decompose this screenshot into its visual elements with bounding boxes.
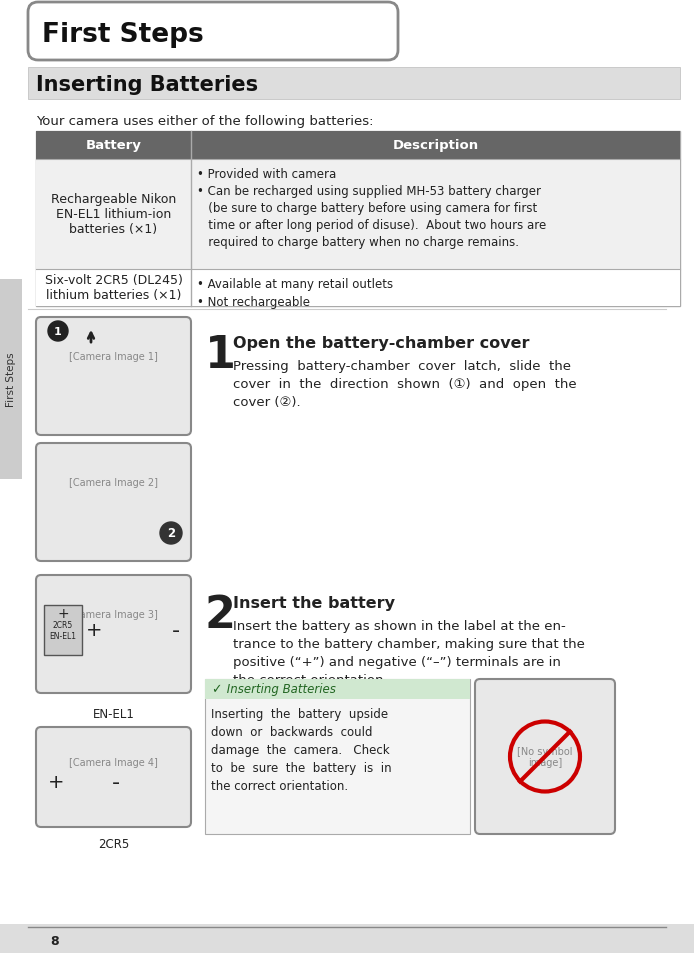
Circle shape (48, 322, 68, 341)
FancyBboxPatch shape (36, 443, 191, 561)
Text: [Camera Image 2]: [Camera Image 2] (69, 477, 158, 488)
Text: Pressing  battery-chamber  cover  latch,  slide  the
cover  in  the  direction  : Pressing battery-chamber cover latch, sl… (233, 359, 577, 409)
Bar (205, 679, 470, 834)
Text: Inserting Batteries: Inserting Batteries (36, 75, 258, 95)
Bar (36, 132, 191, 160)
Text: First Steps: First Steps (42, 22, 204, 48)
Text: Inserting Batteries: Inserting Batteries (223, 682, 336, 696)
Text: [Camera Image 3]: [Camera Image 3] (69, 609, 158, 619)
Text: Insert the battery: Insert the battery (233, 596, 395, 610)
Text: • Available at many retail outlets
• Not rechargeable: • Available at many retail outlets • Not… (197, 277, 393, 309)
Bar (191, 160, 680, 270)
Text: 2CR5: 2CR5 (98, 837, 129, 850)
Text: [Camera Image 1]: [Camera Image 1] (69, 352, 158, 361)
Text: +: + (57, 606, 69, 620)
Text: 1: 1 (54, 327, 62, 336)
Text: 2CR5
EN-EL1: 2CR5 EN-EL1 (49, 620, 76, 640)
Text: Open the battery-chamber cover: Open the battery-chamber cover (233, 335, 530, 351)
Circle shape (160, 522, 182, 544)
Bar (0, 280, 22, 479)
Bar (191, 132, 680, 160)
Bar (28, 68, 680, 100)
Text: Battery: Battery (85, 139, 142, 152)
FancyBboxPatch shape (475, 679, 615, 834)
Text: First Steps: First Steps (6, 353, 16, 407)
Bar (36, 160, 191, 270)
Text: +: + (86, 620, 102, 639)
Bar (0, 924, 694, 953)
Text: -: - (172, 620, 180, 640)
Text: EN-EL1: EN-EL1 (92, 707, 135, 720)
Bar (191, 270, 680, 307)
Text: Six-volt 2CR5 (DL245)
lithium batteries (×1): Six-volt 2CR5 (DL245) lithium batteries … (44, 274, 183, 302)
Bar (44, 605, 82, 656)
Bar (36, 132, 680, 307)
FancyBboxPatch shape (36, 576, 191, 693)
Text: Your camera uses either of the following batteries:: Your camera uses either of the following… (36, 115, 373, 128)
Text: +: + (48, 773, 65, 792)
Text: -: - (112, 772, 120, 792)
FancyBboxPatch shape (28, 3, 398, 61)
Text: Rechargeable Nikon
EN-EL1 lithium-ion
batteries (×1): Rechargeable Nikon EN-EL1 lithium-ion ba… (51, 193, 176, 236)
Text: [No symbol
image]: [No symbol image] (517, 746, 573, 767)
Text: Description: Description (392, 139, 479, 152)
Bar (205, 679, 470, 700)
FancyBboxPatch shape (36, 727, 191, 827)
Text: 8: 8 (50, 935, 58, 947)
Text: 1: 1 (205, 334, 236, 376)
Text: 2: 2 (205, 594, 236, 637)
Text: ✓: ✓ (211, 682, 221, 696)
Text: • Provided with camera
• Can be recharged using supplied MH-53 battery charger
 : • Provided with camera • Can be recharge… (197, 168, 546, 249)
FancyBboxPatch shape (36, 317, 191, 436)
Bar (36, 270, 191, 307)
Text: 2: 2 (167, 527, 175, 540)
Text: [Camera Image 4]: [Camera Image 4] (69, 758, 158, 767)
Text: Inserting  the  battery  upside
down  or  backwards  could
damage  the  camera. : Inserting the battery upside down or bac… (211, 707, 391, 792)
Text: Insert the battery as shown in the label at the en-
trance to the battery chambe: Insert the battery as shown in the label… (233, 619, 585, 686)
